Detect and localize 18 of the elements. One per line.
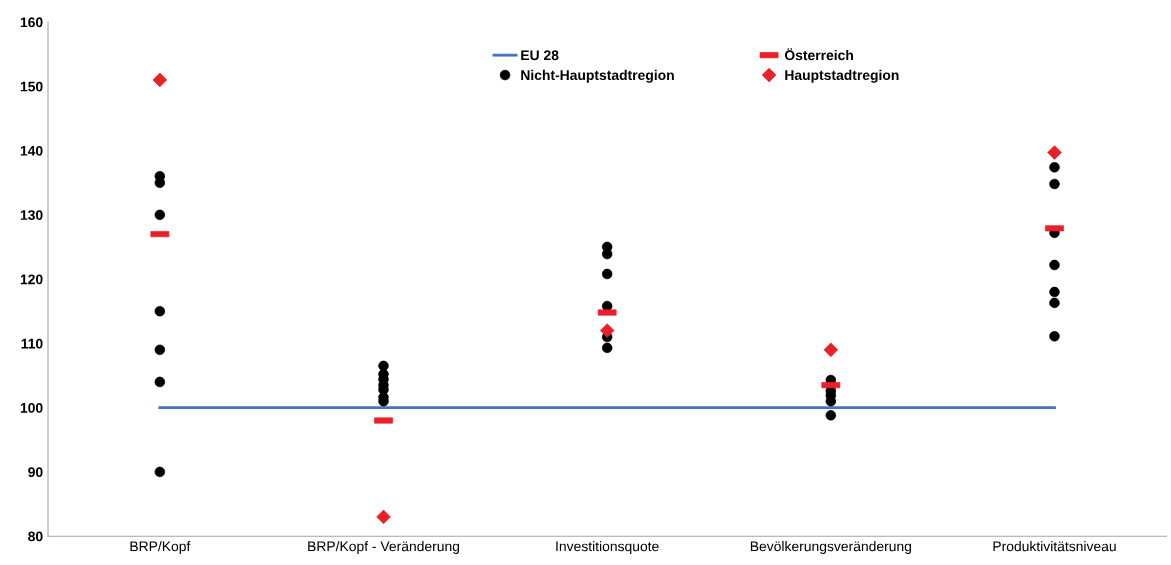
legend-label: Österreich xyxy=(784,48,853,61)
y-tick-label: 100 xyxy=(20,402,43,413)
x-tick-label: BRP/Kopf - Veränderung xyxy=(308,541,460,554)
x-tick-label: BRP/Kopf xyxy=(130,541,191,554)
y-tick-label: 150 xyxy=(20,81,43,92)
legend-label: Nicht-Hauptstadtregion xyxy=(521,69,674,83)
y-tick-label: 160 xyxy=(20,17,43,28)
y-tick-label: 80 xyxy=(28,531,43,542)
y-tick-label: 90 xyxy=(28,467,43,478)
x-tick-label: Bevölkerungsveränderung xyxy=(750,541,912,554)
y-tick-label: 130 xyxy=(20,210,43,221)
y-tick-label: 120 xyxy=(20,274,43,285)
legend-label: Hauptstadtregion xyxy=(785,69,899,83)
y-tick-label: 110 xyxy=(21,338,43,349)
x-tick-label: Produktivitätsniveau xyxy=(993,541,1116,552)
legend-label: EU 28 xyxy=(521,50,559,61)
x-tick-label: Investitionsquote xyxy=(556,541,659,554)
y-tick-label: 140 xyxy=(20,145,43,156)
